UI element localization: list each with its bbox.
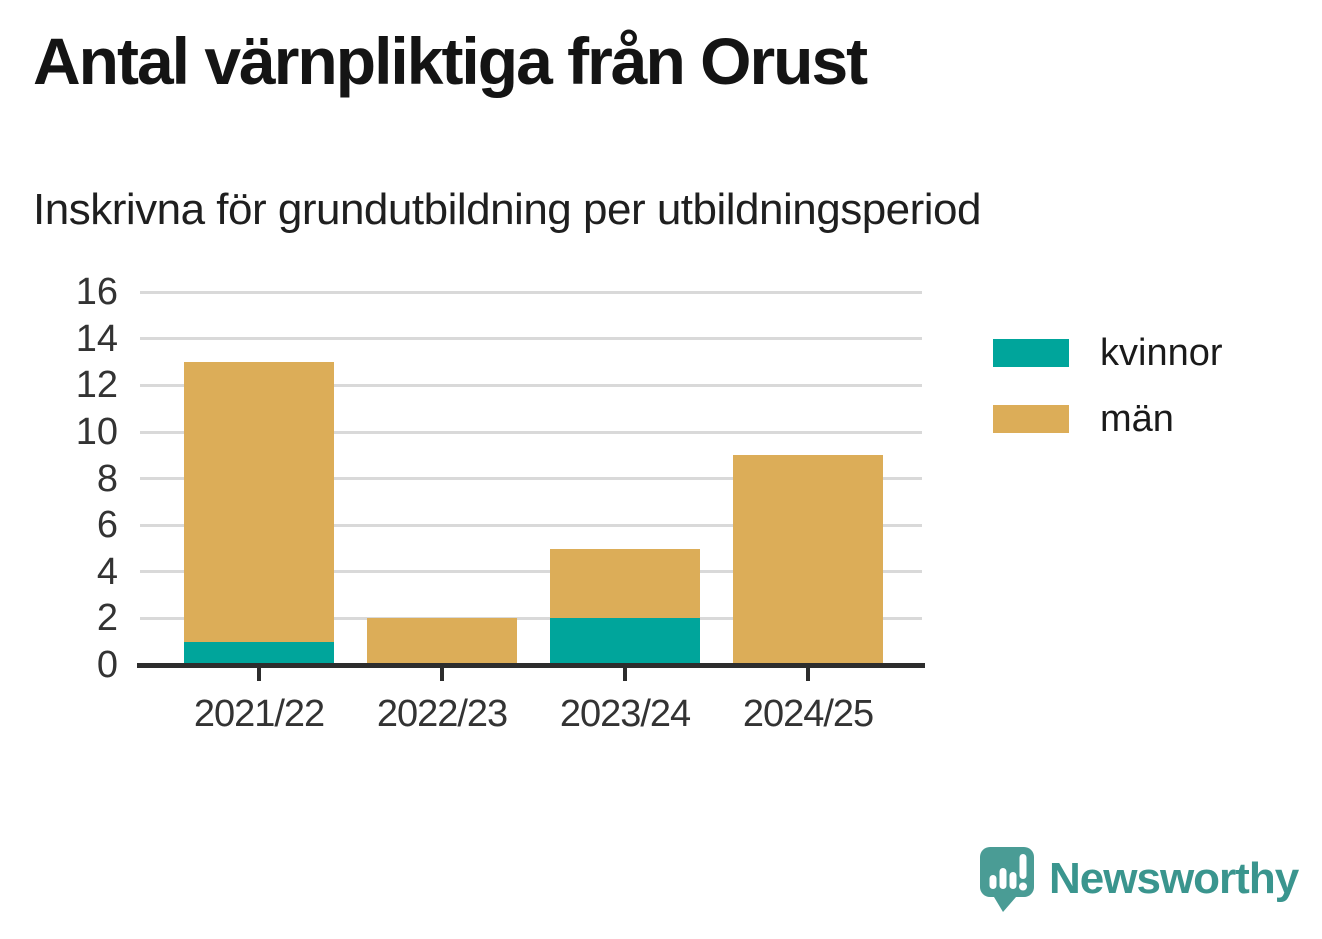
gridline — [140, 477, 922, 481]
gridline — [140, 337, 922, 341]
y-axis-tick-label: 8 — [96, 457, 118, 500]
x-axis-line — [137, 663, 925, 668]
page-title: Antal värnpliktiga från Orust — [33, 24, 868, 98]
page-subtitle: Inskrivna för grundutbildning per utbild… — [33, 185, 982, 234]
x-axis-tick — [806, 668, 810, 681]
bar-segment-män — [550, 548, 700, 619]
gridline — [140, 616, 922, 620]
newsworthy-logo: Newsworthy — [978, 845, 1299, 917]
legend-item: män — [993, 400, 1223, 438]
legend-swatch-icon — [993, 339, 1069, 367]
gridline — [140, 290, 922, 294]
legend-swatch-icon — [993, 405, 1069, 433]
bar-segment-män — [367, 618, 517, 665]
x-axis-tick-label: 2023/24 — [559, 693, 691, 735]
x-axis-tick — [440, 668, 444, 681]
x-axis-tick — [257, 668, 261, 681]
legend-item: kvinnor — [993, 334, 1223, 372]
x-axis-tick-label: 2024/25 — [742, 693, 874, 735]
gridline — [140, 570, 922, 574]
newsworthy-chart-bubble-icon — [980, 847, 1034, 912]
bar-segment-män — [733, 455, 883, 665]
legend-label: män — [1100, 398, 1174, 440]
x-axis-tick — [623, 668, 627, 681]
x-axis-tick-label: 2022/23 — [376, 693, 508, 735]
y-axis-tick-label: 2 — [96, 597, 118, 640]
y-axis-tick-label: 6 — [96, 504, 118, 547]
y-axis-tick-label: 10 — [75, 411, 118, 453]
bar-segment-män — [184, 362, 334, 642]
legend-label: kvinnor — [1100, 332, 1223, 374]
gridline — [140, 430, 922, 434]
y-axis-tick-label: 14 — [75, 317, 118, 360]
gridline — [140, 383, 922, 387]
bar-segment-kvinnor — [184, 641, 334, 665]
bar-segment-kvinnor — [550, 618, 700, 665]
y-axis-tick-label: 4 — [96, 550, 118, 593]
x-axis-tick-label: 2021/22 — [193, 693, 325, 735]
gridline — [140, 523, 922, 527]
y-axis-tick-label: 16 — [75, 271, 118, 314]
y-axis-tick-label: 12 — [75, 364, 118, 407]
plot-area: 0 2 4 6 8 10 12 14 16 2021/22 2022/23 2023/24 2024/2… — [76, 272, 925, 734]
newsworthy-wordmark: Newsworthy — [1049, 854, 1299, 903]
y-axis-tick-label: 0 — [96, 644, 118, 686]
legend: kvinnor män — [993, 334, 1223, 438]
